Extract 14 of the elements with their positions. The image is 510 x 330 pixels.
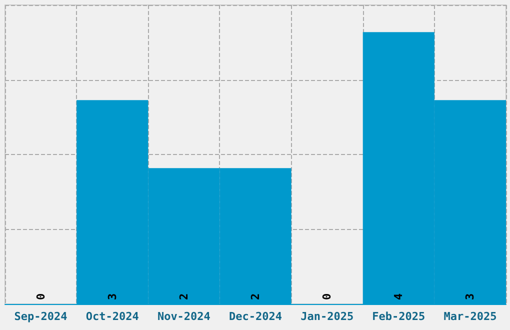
data-label: 3 [106, 293, 119, 300]
x-tick-label: Dec-2024 [229, 310, 282, 323]
data-label: 0 [320, 293, 334, 300]
data-label: 3 [464, 293, 477, 300]
x-tick-label: Feb-2025 [372, 310, 426, 323]
x-tick-label: Oct-2024 [86, 310, 140, 323]
data-label: 4 [392, 293, 406, 300]
x-tick-label: Sep-2024 [14, 310, 68, 323]
x-tick-label: Mar-2025 [444, 310, 497, 323]
data-label: 0 [34, 293, 48, 300]
data-label: 2 [249, 293, 262, 300]
data-label: 2 [177, 293, 190, 300]
x-tick-label: Jan-2025 [300, 310, 354, 323]
x-tick-label: Nov-2024 [157, 310, 211, 323]
